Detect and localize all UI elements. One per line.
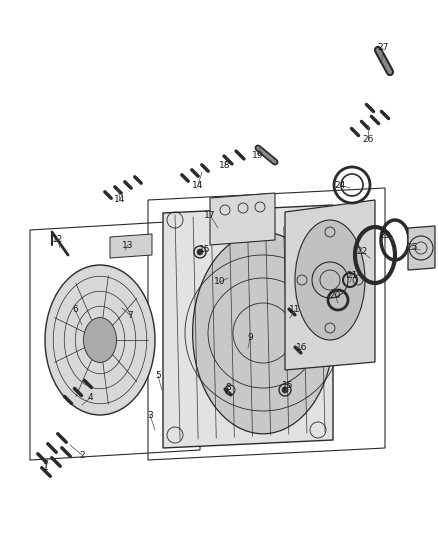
Text: 13: 13 <box>122 240 134 249</box>
Text: 21: 21 <box>346 271 358 279</box>
Ellipse shape <box>295 220 365 340</box>
Polygon shape <box>285 200 375 370</box>
Text: 3: 3 <box>147 410 153 419</box>
Polygon shape <box>163 205 333 448</box>
Text: 1: 1 <box>43 464 49 472</box>
Text: 12: 12 <box>52 236 64 245</box>
Text: 14: 14 <box>192 181 204 190</box>
Text: 9: 9 <box>247 334 253 343</box>
Ellipse shape <box>193 232 333 434</box>
Text: 22: 22 <box>357 247 367 256</box>
Text: 24: 24 <box>334 181 346 190</box>
Ellipse shape <box>84 318 117 362</box>
Text: 7: 7 <box>127 311 133 319</box>
Circle shape <box>282 387 288 393</box>
Text: 18: 18 <box>219 160 231 169</box>
Polygon shape <box>110 234 152 258</box>
Text: 14: 14 <box>114 196 126 205</box>
Text: 25: 25 <box>406 244 418 253</box>
Text: 5: 5 <box>155 372 161 381</box>
Text: 6: 6 <box>72 305 78 314</box>
Text: 26: 26 <box>362 135 374 144</box>
Text: 27: 27 <box>377 44 389 52</box>
Text: 23: 23 <box>379 230 391 239</box>
Text: 15: 15 <box>282 381 294 390</box>
Text: 17: 17 <box>204 211 216 220</box>
Text: 20: 20 <box>329 290 341 300</box>
Text: 2: 2 <box>79 450 85 459</box>
Ellipse shape <box>45 265 155 415</box>
Circle shape <box>197 249 203 255</box>
Text: 10: 10 <box>214 278 226 287</box>
Text: 16: 16 <box>296 343 308 352</box>
Text: 8: 8 <box>225 384 231 392</box>
Text: 4: 4 <box>87 393 93 402</box>
Polygon shape <box>408 226 435 270</box>
Text: 19: 19 <box>252 150 264 159</box>
Polygon shape <box>210 193 275 245</box>
Text: 15: 15 <box>199 246 211 254</box>
Text: 11: 11 <box>289 305 301 314</box>
